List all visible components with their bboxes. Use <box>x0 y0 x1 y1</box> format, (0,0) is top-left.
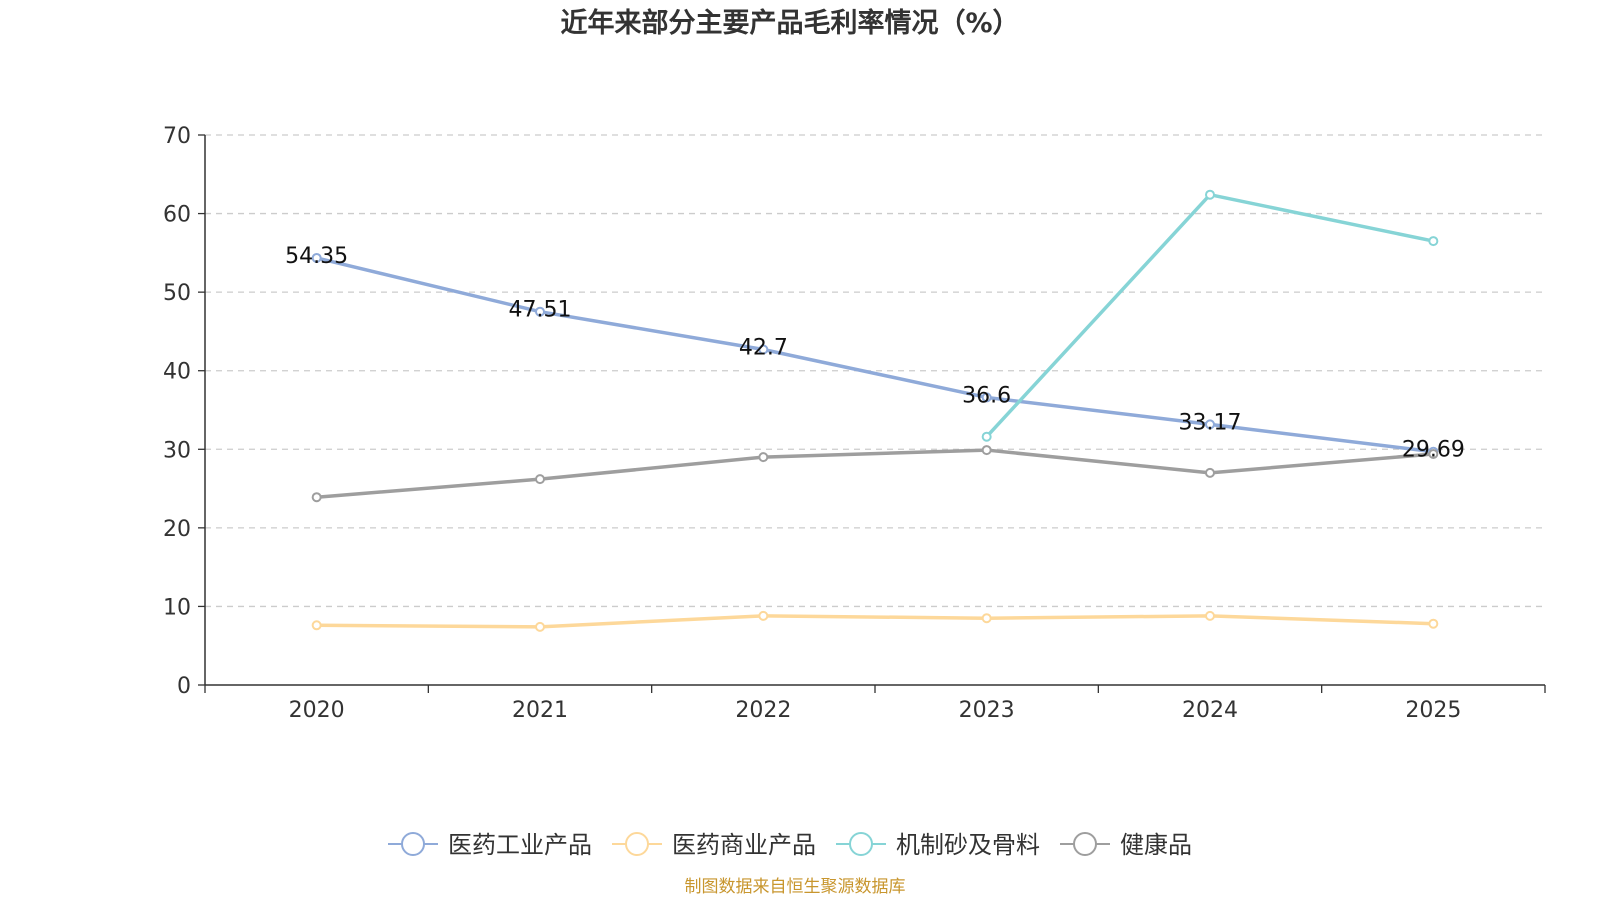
point-1-2021 <box>535 621 545 632</box>
point-1-2024 <box>1205 610 1215 621</box>
data-label-0-2025: 29.69 <box>1402 438 1465 463</box>
x-tick-label-2025: 2025 <box>1405 698 1461 723</box>
x-tick-label-2020: 2020 <box>289 698 345 723</box>
x-tick-label-2023: 2023 <box>959 698 1015 723</box>
x-tick-label-2021: 2021 <box>512 698 568 723</box>
legend-marker-3 <box>1073 832 1097 856</box>
point-3-2025 <box>1428 449 1439 459</box>
data-label-0-2021: 47.51 <box>509 298 572 323</box>
legend-marker-2 <box>849 832 873 856</box>
series-line-0 <box>316 256 1434 454</box>
data-label-0-2024: 33.17 <box>1179 410 1242 435</box>
point-0-2023 <box>981 392 992 403</box>
point-1-2025 <box>1428 618 1439 629</box>
x-tick-label-2022: 2022 <box>735 698 791 723</box>
legend-label-0: 医药工业产品 <box>448 831 592 859</box>
point-1-2020 <box>311 620 322 631</box>
y-tick-label-60: 60 <box>163 203 191 228</box>
legend-marker-0 <box>401 832 425 856</box>
point-3-2021 <box>535 474 545 485</box>
point-3-2024 <box>1205 467 1215 478</box>
legend-marker-1 <box>625 832 649 856</box>
point-3-2022 <box>758 452 769 463</box>
point-3-2020 <box>311 492 322 503</box>
legend-label-1: 医药商业产品 <box>672 831 816 859</box>
legend-label-3: 健康品 <box>1120 831 1192 859</box>
legend-label-2: 机制砂及骨料 <box>896 831 1040 859</box>
point-2-2023 <box>981 431 992 442</box>
data-label-0-2020: 54.35 <box>285 244 348 269</box>
point-1-2023 <box>981 613 992 624</box>
y-tick-label-0: 0 <box>177 674 191 699</box>
y-tick-label-30: 30 <box>163 438 191 463</box>
x-tick-label-2024: 2024 <box>1182 698 1238 723</box>
series-line-1 <box>316 614 1434 629</box>
data-labels: 54.35 47.51 42.7 36.6 33.17 29.69 <box>285 244 1465 463</box>
data-label-0-2023: 36.6 <box>962 383 1011 408</box>
y-tick-label-50: 50 <box>163 281 191 306</box>
legend: 医药工业产品 医药商业产品 机制砂及骨料 健康品 <box>388 831 1192 859</box>
point-0-2021 <box>535 306 545 317</box>
point-1-2022 <box>758 610 769 621</box>
data-label-0-2022: 42.7 <box>739 336 788 361</box>
y-tick-label-10: 10 <box>163 595 191 620</box>
axes: 0 10 20 30 40 50 60 70 2020 2021 2022 2023 2024 2025 <box>163 124 1546 723</box>
chart-title: 近年来部分主要产品毛利率情况（%） <box>560 7 1019 39</box>
point-0-2020 <box>311 252 322 263</box>
series-group <box>311 189 1439 632</box>
y-tick-label-70: 70 <box>163 124 191 149</box>
point-0-2022 <box>758 344 769 355</box>
source-note: 制图数据来自恒生聚源数据库 <box>685 877 906 897</box>
y-tick-label-20: 20 <box>163 517 191 542</box>
point-2-2025 <box>1428 236 1439 247</box>
point-2-2024 <box>1205 189 1215 200</box>
grid-lines <box>205 134 1545 608</box>
series-line-3 <box>316 448 1434 499</box>
point-3-2023 <box>981 445 992 456</box>
series-line-2 <box>985 192 1434 438</box>
y-tick-label-40: 40 <box>163 360 191 385</box>
point-0-2024 <box>1205 419 1215 430</box>
